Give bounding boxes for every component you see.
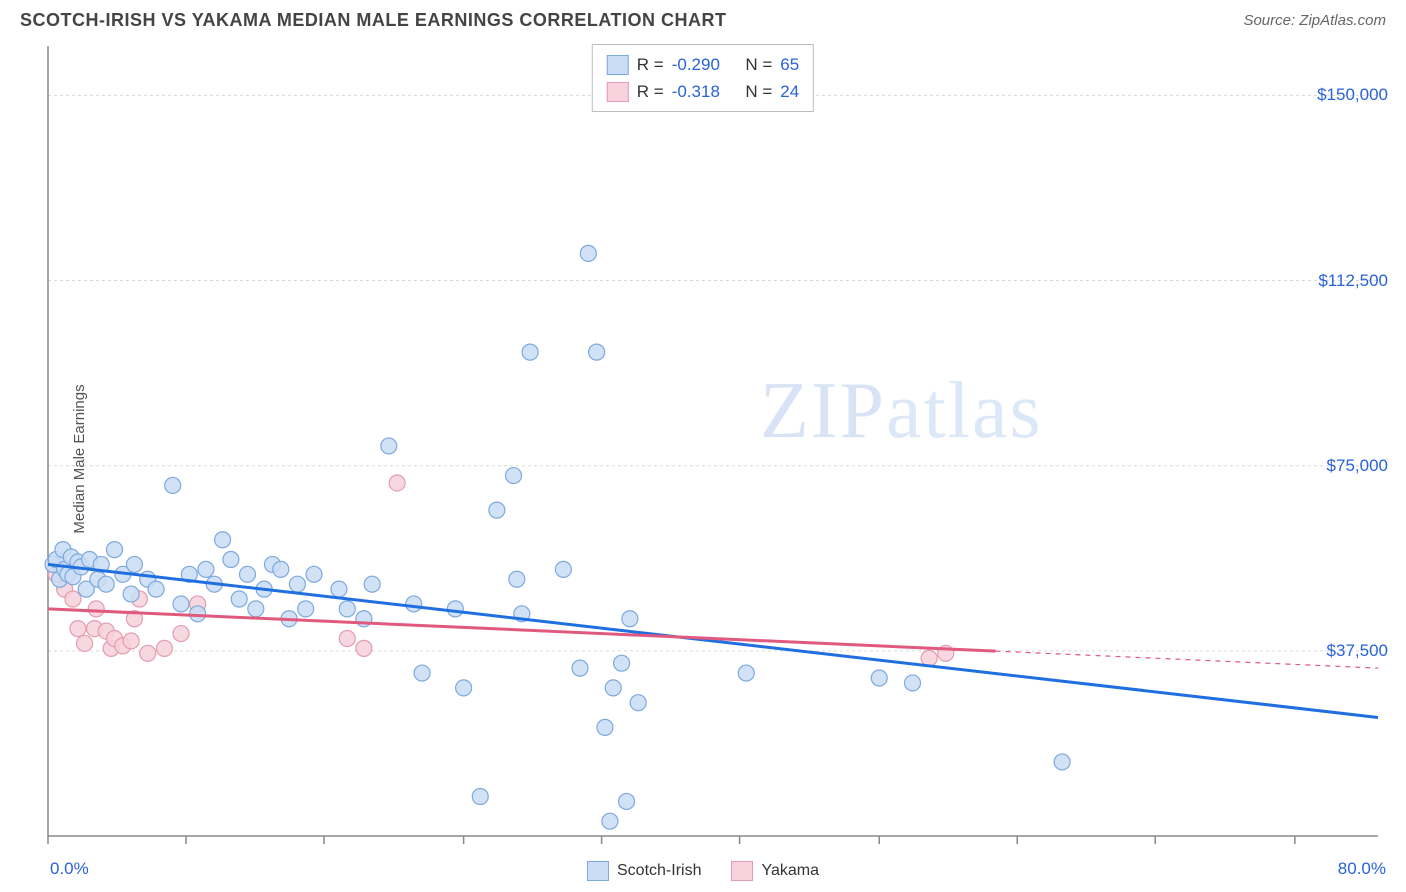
n-value: 65 <box>780 51 799 78</box>
legend-label: Yakama <box>761 862 819 880</box>
chart-title: SCOTCH-IRISH VS YAKAMA MEDIAN MALE EARNI… <box>20 10 727 31</box>
x-min-label: 0.0% <box>50 859 89 879</box>
legend-row-yakama: R = -0.318 N = 24 <box>607 78 799 105</box>
chart-source: Source: ZipAtlas.com <box>1243 12 1386 29</box>
y-axis-label: Median Male Earnings <box>71 384 88 533</box>
series-legend: Scotch-Irish Yakama <box>587 861 819 881</box>
r-value: -0.318 <box>672 78 720 105</box>
y-tick-label: $37,500 <box>1327 641 1388 661</box>
r-value: -0.290 <box>672 51 720 78</box>
legend-item-yakama: Yakama <box>731 861 819 881</box>
scatter-plot-svg <box>0 36 1406 856</box>
swatch-icon <box>587 861 609 881</box>
n-value: 24 <box>780 78 799 105</box>
swatch-icon <box>607 55 629 75</box>
x-max-label: 80.0% <box>1338 859 1386 879</box>
legend-item-scotch-irish: Scotch-Irish <box>587 861 701 881</box>
y-tick-label: $150,000 <box>1317 85 1388 105</box>
chart-container: Median Male Earnings ZIPatlas $37,500 $7… <box>0 36 1406 881</box>
correlation-legend: R = -0.290 N = 65 R = -0.318 N = 24 <box>592 44 814 112</box>
y-tick-label: $112,500 <box>1318 271 1388 291</box>
swatch-icon <box>607 82 629 102</box>
swatch-icon <box>731 861 753 881</box>
legend-label: Scotch-Irish <box>617 862 701 880</box>
legend-row-scotch-irish: R = -0.290 N = 65 <box>607 51 799 78</box>
y-tick-label: $75,000 <box>1327 456 1388 476</box>
